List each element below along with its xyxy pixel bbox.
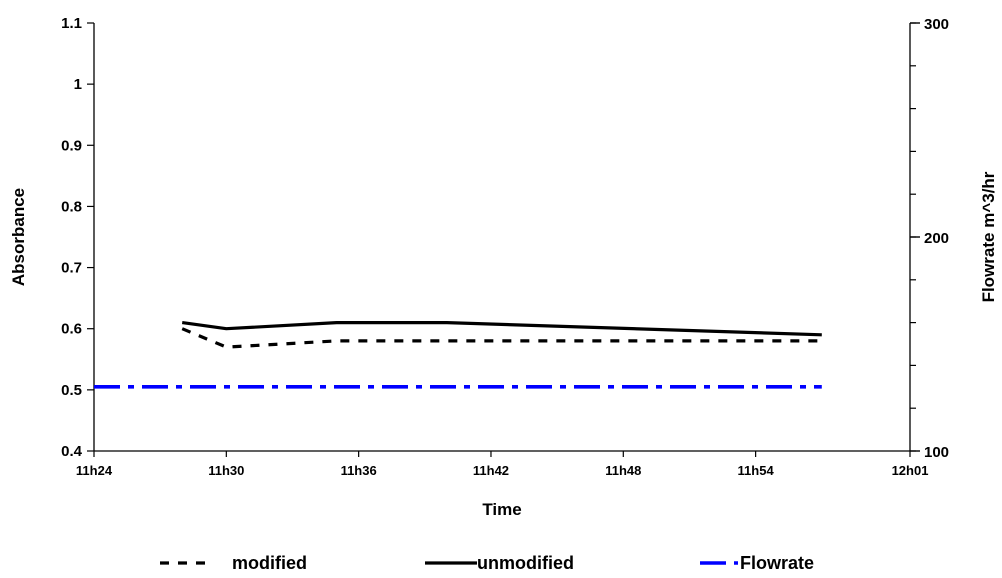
- y-axis-title: Absorbance: [9, 188, 28, 286]
- y-tick-label: 0.9: [61, 137, 82, 154]
- y2-tick-label: 100: [924, 444, 949, 461]
- legend-label-modified: modified: [232, 553, 307, 573]
- legend: modified unmodified Flowrate: [160, 553, 814, 573]
- y-tick-label: 1: [74, 76, 82, 93]
- y2-tick-label: 200: [924, 230, 949, 247]
- y-tick-label: 0.8: [61, 198, 82, 215]
- x-tick-label: 11h42: [473, 463, 509, 478]
- x-tick-label: 11h54: [738, 463, 775, 478]
- x-axis-title: Time: [482, 500, 521, 519]
- y2-axis-title: Flowrate m^3/hr: [979, 171, 998, 302]
- legend-label-unmodified: unmodified: [477, 553, 574, 573]
- ticks: 0.4 0.5 0.6 0.7 0.8 0.9 1 1.1 100 200 300 11h24 11h3…: [61, 15, 949, 478]
- x-tick-label: 11h30: [208, 463, 244, 478]
- series-line-unmodified: [181, 321, 822, 337]
- y2-tick-label: 300: [924, 16, 949, 33]
- y-tick-label: 0.5: [61, 382, 82, 399]
- x-tick-label: 11h24: [76, 463, 113, 478]
- series-group: [94, 321, 822, 389]
- x-tick-label: 12h01: [892, 463, 929, 478]
- y-tick-label: 1.1: [61, 15, 82, 32]
- y-tick-label: 0.6: [61, 321, 82, 338]
- y-tick-label: 0.7: [61, 260, 82, 277]
- x-tick-label: 11h36: [341, 463, 377, 478]
- y-tick-label: 0.4: [61, 443, 83, 460]
- x-tick-label: 11h48: [605, 463, 641, 478]
- legend-label-flowrate: Flowrate: [740, 553, 814, 573]
